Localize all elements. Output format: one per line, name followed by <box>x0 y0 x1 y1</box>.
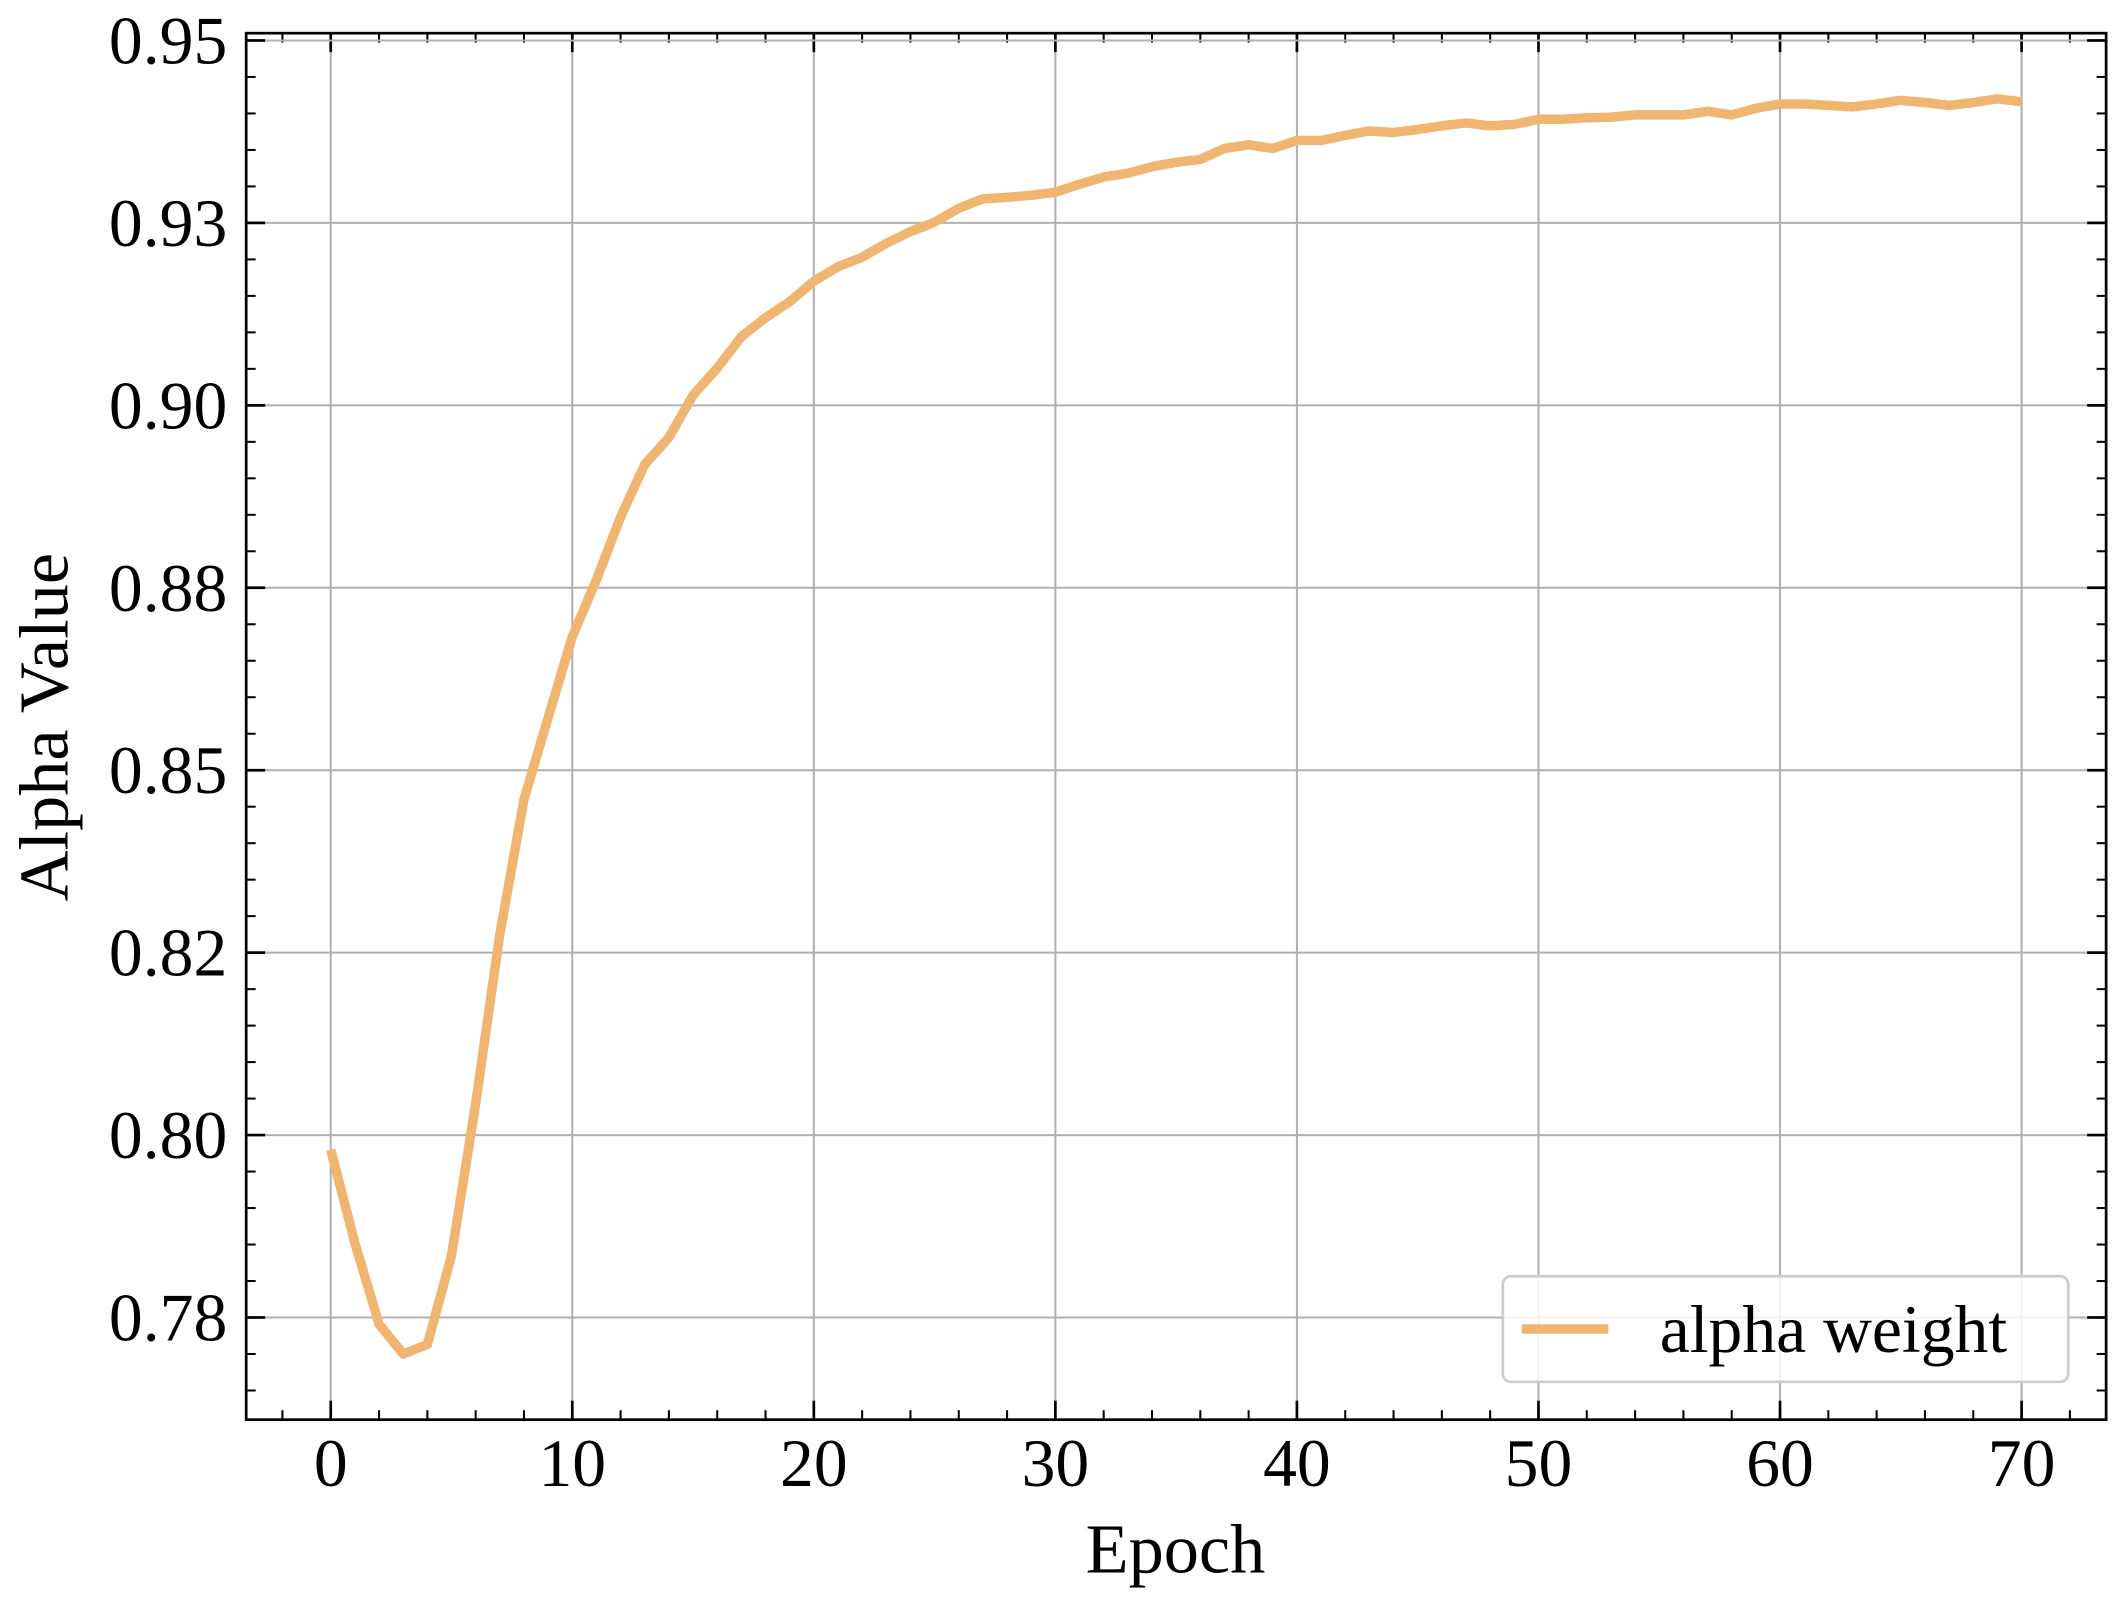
x-tick-label: 20 <box>780 1426 848 1501</box>
y-tick-label: 0.88 <box>109 551 227 626</box>
legend-label: alpha weight <box>1660 1292 2008 1367</box>
y-tick-label: 0.95 <box>109 3 227 78</box>
y-tick-label: 0.80 <box>109 1098 227 1173</box>
x-tick-label: 0 <box>314 1426 348 1501</box>
x-tick-label: 30 <box>1022 1426 1090 1501</box>
x-tick-label: 50 <box>1505 1426 1573 1501</box>
x-tick-label: 10 <box>538 1426 606 1501</box>
y-tick-label: 0.85 <box>109 733 227 808</box>
x-tick-label: 60 <box>1746 1426 1814 1501</box>
y-axis-label: Alpha Value <box>6 553 84 901</box>
x-tick-label: 40 <box>1263 1426 1331 1501</box>
x-tick-label: 70 <box>1988 1426 2056 1501</box>
legend-box <box>1501 1274 2070 1384</box>
x-axis-label: Epoch <box>1086 1511 1266 1589</box>
y-tick-label: 0.90 <box>109 368 227 443</box>
legend: alpha weight <box>1501 1274 2070 1384</box>
plot-frame <box>244 31 2108 1422</box>
y-tick-label: 0.82 <box>109 916 227 991</box>
y-tick-label: 0.78 <box>109 1281 227 1356</box>
y-tick-label: 0.93 <box>109 186 227 261</box>
data-line <box>326 94 2023 1359</box>
